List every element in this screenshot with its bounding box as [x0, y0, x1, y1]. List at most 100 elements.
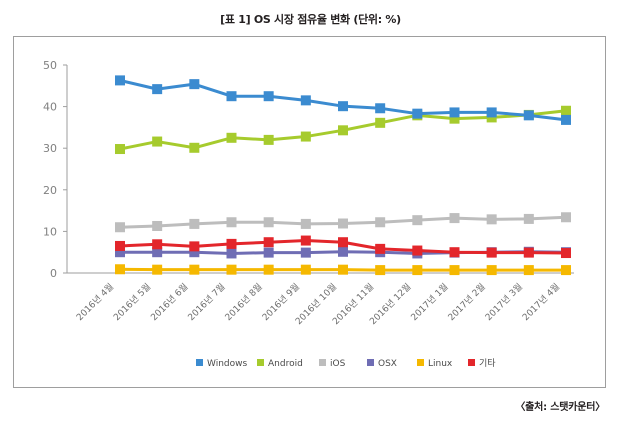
data-point-ios	[189, 218, 200, 229]
data-point-linux	[449, 265, 460, 276]
data-point-windows	[338, 101, 348, 112]
data-point-ios	[449, 213, 460, 224]
data-point-기타	[189, 241, 200, 252]
data-point-osx	[338, 246, 348, 257]
source-note: 〈출처: 스탯카운터〉	[515, 402, 605, 413]
data-point-android	[449, 113, 460, 124]
data-point-linux	[523, 265, 534, 276]
legend-swatch	[417, 359, 424, 366]
legend-label: Android	[268, 359, 303, 369]
data-point-android	[115, 144, 125, 155]
data-point-windows	[226, 91, 237, 102]
chart-title: [표 1] OS 시장 점유율 변화 (단위: %)	[220, 13, 401, 26]
legend-label: OSX	[378, 359, 397, 369]
data-point-기타	[263, 237, 274, 248]
data-point-windows	[115, 75, 125, 86]
data-point-ios	[263, 217, 274, 228]
data-point-기타	[115, 240, 125, 251]
legend-label: 기타	[479, 358, 496, 369]
data-point-windows	[486, 107, 497, 118]
data-point-ios	[412, 215, 423, 226]
data-point-기타	[449, 247, 460, 258]
data-point-windows	[152, 84, 163, 95]
data-point-ios	[115, 222, 125, 233]
data-point-ios	[152, 220, 163, 231]
data-point-ios	[375, 217, 386, 228]
data-point-ios	[226, 217, 237, 228]
data-point-기타	[152, 239, 163, 250]
data-point-android	[226, 132, 237, 143]
y-tick-label: 10	[43, 225, 57, 238]
data-point-기타	[300, 235, 311, 246]
y-tick-label: 20	[43, 184, 57, 197]
data-point-android	[189, 142, 200, 153]
legend-label: Windows	[207, 359, 247, 369]
legend-label: Linux	[428, 359, 453, 369]
data-point-windows	[523, 110, 534, 121]
legend-swatch	[468, 359, 475, 366]
data-point-기타	[523, 247, 534, 258]
data-point-linux	[300, 264, 311, 275]
data-point-linux	[152, 264, 163, 275]
data-point-ios	[523, 213, 534, 224]
data-point-windows	[375, 103, 386, 114]
data-point-windows	[412, 108, 423, 119]
chart-frame: 0 10 20 30 40 50 2016년 4월 2016년 5월 2016년 6월 2016년…	[13, 36, 606, 388]
data-point-ios	[486, 214, 497, 225]
data-point-android	[152, 136, 163, 147]
data-point-ios	[338, 218, 348, 229]
data-point-osx	[189, 247, 200, 258]
data-point-windows	[189, 79, 200, 90]
x-tick-label: 2016년 9월	[259, 281, 301, 323]
data-point-ios	[561, 212, 571, 223]
data-point-osx	[226, 248, 237, 259]
legend-swatch	[257, 359, 264, 366]
data-point-windows	[449, 107, 460, 118]
data-point-windows	[300, 95, 311, 106]
x-tick-label: 2017년 2월	[445, 281, 487, 323]
data-point-ios	[300, 218, 311, 229]
x-tick-label: 2017년 1월	[408, 281, 450, 323]
x-tick-label: 2016년 4월	[74, 281, 116, 323]
data-point-windows	[263, 91, 274, 102]
data-point-linux	[226, 264, 237, 275]
data-point-linux	[189, 264, 200, 275]
legend-swatch	[319, 359, 326, 366]
series-line-windows	[119, 78, 567, 122]
data-point-android	[263, 134, 274, 145]
y-tick-label: 30	[43, 142, 57, 155]
data-point-기타	[486, 247, 497, 258]
data-point-기타	[226, 238, 237, 249]
x-tick-label: 2016년 7월	[185, 281, 227, 323]
data-point-osx	[300, 247, 311, 258]
data-point-기타	[561, 248, 571, 259]
legend-swatch	[367, 359, 374, 366]
data-point-linux	[115, 264, 125, 275]
data-point-android	[375, 117, 386, 128]
data-point-linux	[338, 264, 348, 275]
data-point-linux	[412, 265, 423, 276]
x-tick-label: 2016년 6월	[148, 281, 190, 323]
x-tick-label: 2016년 5월	[111, 281, 153, 323]
data-point-android	[300, 131, 311, 142]
x-tick-label: 2017년 3월	[482, 281, 524, 323]
data-point-android	[338, 125, 348, 136]
y-tick-label: 50	[43, 59, 57, 72]
data-point-기타	[375, 243, 386, 254]
data-point-기타	[338, 237, 348, 248]
data-point-android	[561, 105, 571, 116]
data-point-기타	[412, 245, 423, 256]
data-point-osx	[115, 247, 125, 258]
data-point-osx	[263, 247, 274, 258]
legend-swatch	[196, 359, 203, 366]
data-point-osx	[152, 247, 163, 258]
y-tick-label: 40	[43, 101, 57, 114]
data-point-linux	[486, 265, 497, 276]
y-tick-label: 0	[50, 267, 57, 280]
data-point-linux	[263, 264, 274, 275]
x-tick-label: 2016년 8월	[222, 281, 264, 323]
data-point-linux	[375, 265, 386, 276]
x-tick-label: 2017년 4월	[520, 281, 562, 323]
data-point-linux	[561, 265, 571, 276]
